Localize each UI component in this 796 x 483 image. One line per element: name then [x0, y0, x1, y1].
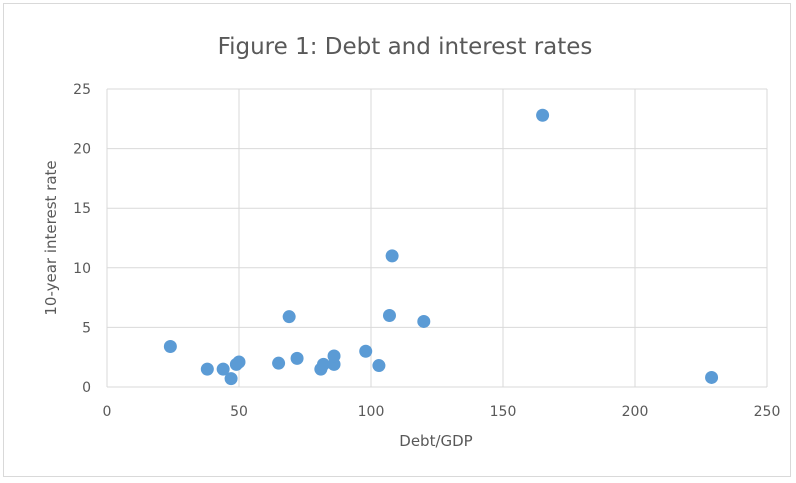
x-axis-ticks: 0 50 100 150 200 250 [103, 404, 781, 420]
data-point [385, 249, 399, 263]
y-axis-title: 10-year interest rate [42, 160, 60, 315]
x-axis-title: Debt/GDP [399, 432, 472, 450]
data-point [327, 349, 341, 363]
data-points [163, 108, 719, 386]
y-tick-label: 0 [82, 380, 91, 396]
data-point [417, 314, 431, 328]
x-tick-label: 50 [230, 404, 248, 420]
x-tick-label: 0 [103, 404, 112, 420]
data-point [232, 355, 246, 369]
data-point [372, 359, 386, 373]
y-tick-label: 5 [82, 320, 91, 336]
data-point [316, 357, 330, 371]
data-point [272, 356, 286, 370]
y-axis-ticks: 0 5 10 15 20 25 [73, 82, 91, 396]
y-tick-label: 10 [73, 261, 91, 277]
data-point [282, 310, 296, 324]
data-point [536, 108, 550, 122]
data-point [224, 372, 238, 386]
chart-frame [3, 3, 791, 477]
data-point [163, 339, 177, 353]
gridlines [106, 88, 768, 388]
data-point [359, 344, 373, 358]
data-point [705, 370, 719, 384]
y-tick-label: 20 [73, 142, 91, 158]
data-point [290, 351, 304, 365]
x-tick-label: 150 [490, 404, 517, 420]
y-tick-label: 25 [73, 82, 91, 98]
chart-title: Figure 1: Debt and interest rates [218, 34, 593, 60]
data-point [200, 362, 214, 376]
data-point [216, 362, 230, 376]
x-tick-label: 200 [622, 404, 649, 420]
x-tick-label: 100 [358, 404, 385, 420]
x-tick-label: 250 [754, 404, 781, 420]
data-point [382, 308, 396, 322]
y-tick-label: 15 [73, 201, 91, 217]
